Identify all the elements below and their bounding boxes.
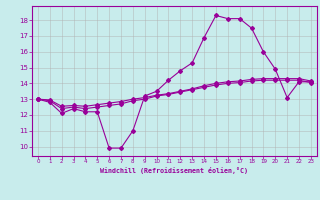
X-axis label: Windchill (Refroidissement éolien,°C): Windchill (Refroidissement éolien,°C) xyxy=(100,167,248,174)
